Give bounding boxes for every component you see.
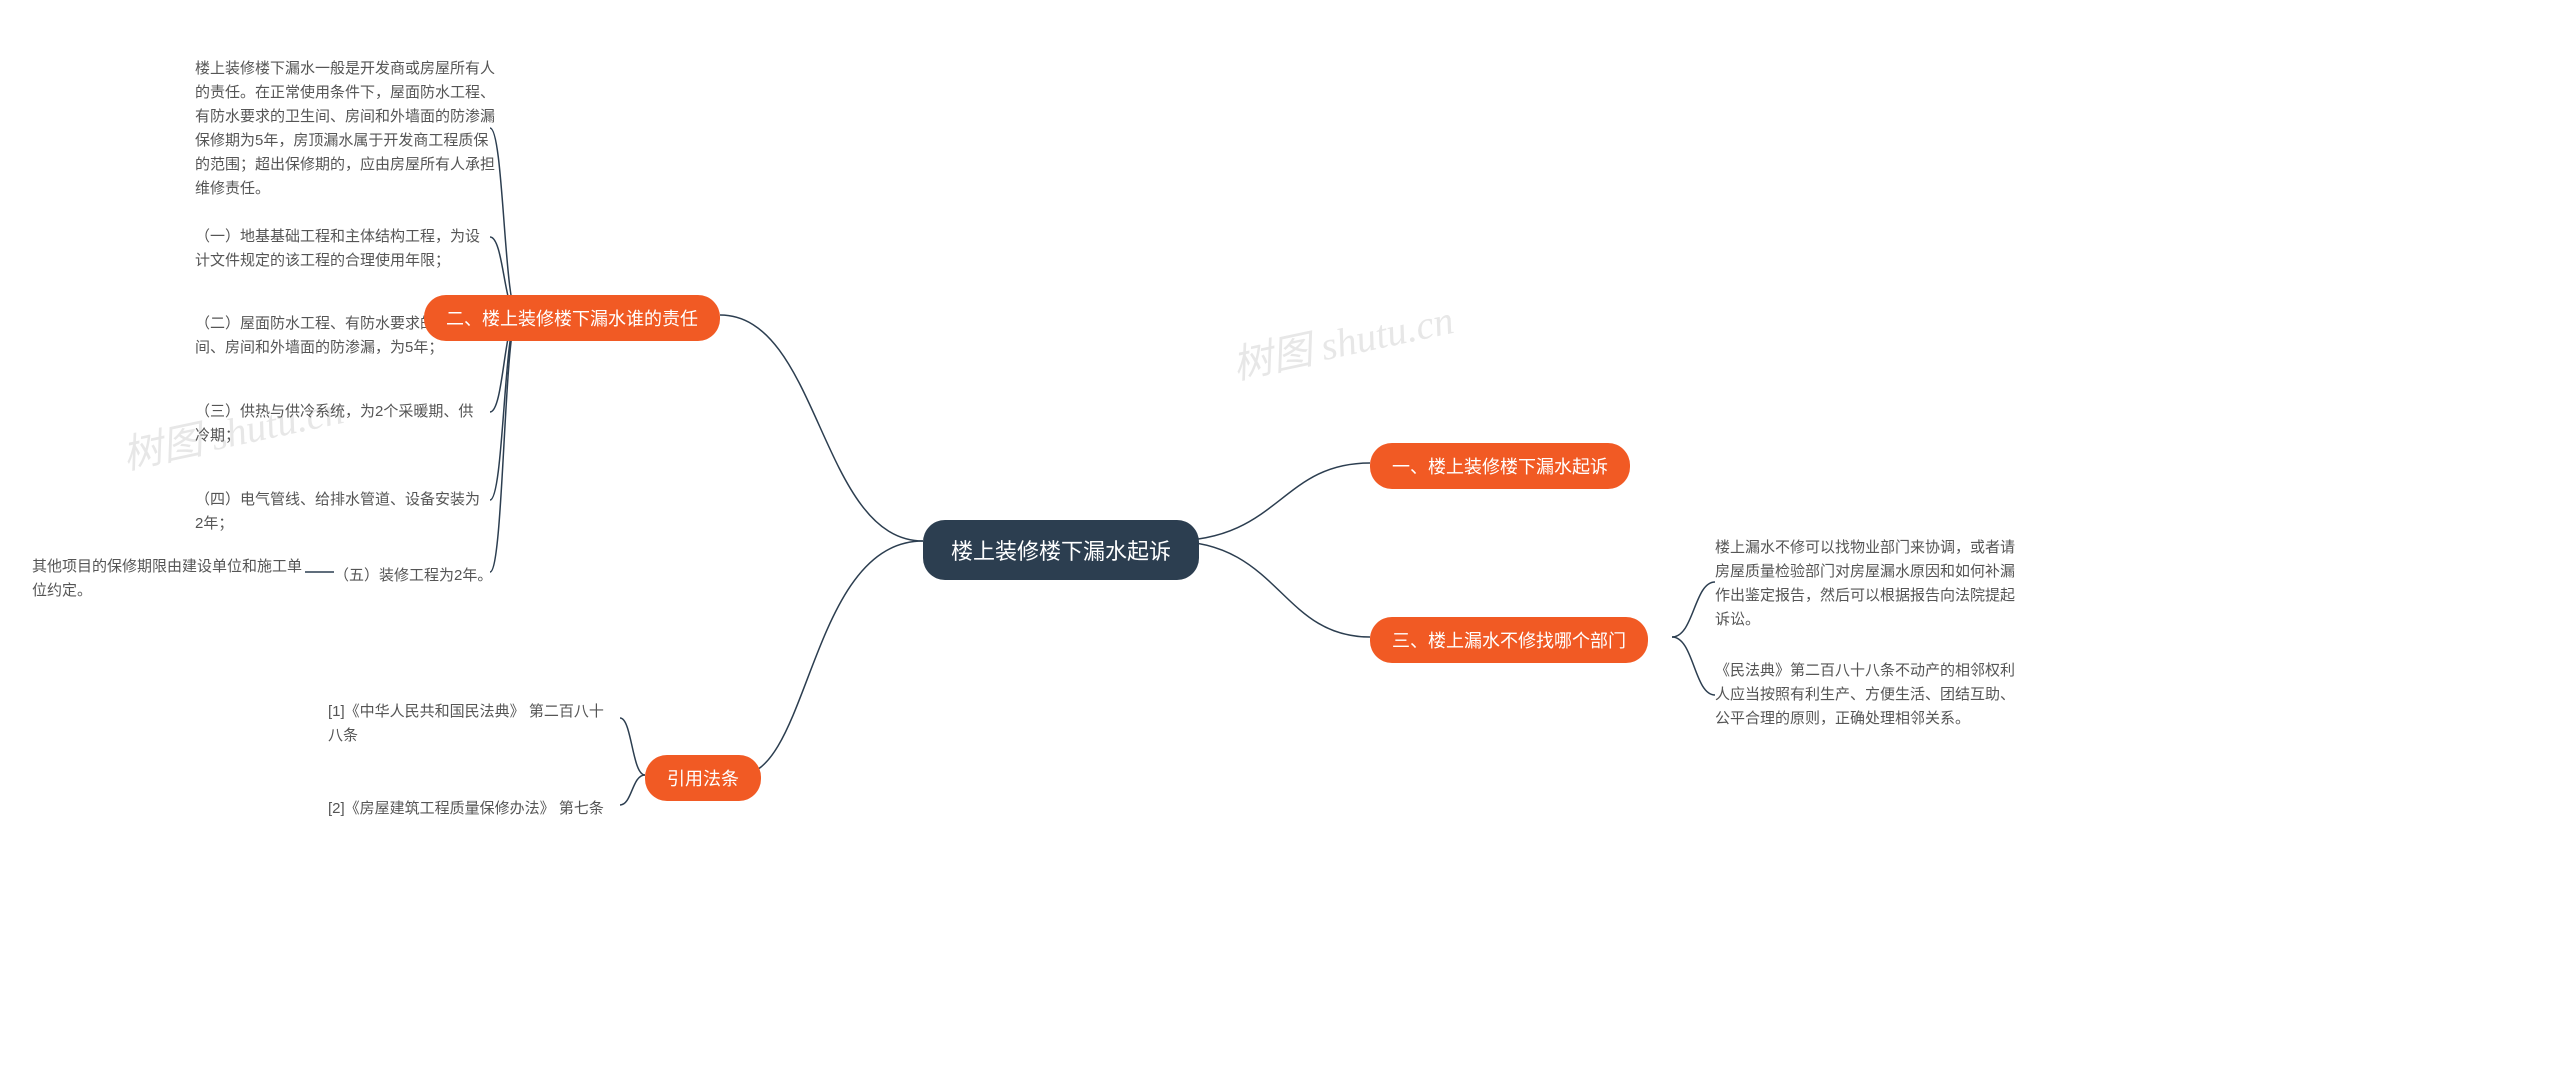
branch-refs-label: 引用法条 [667, 765, 739, 791]
watermark: 树图 shutu.cn [1226, 287, 1458, 390]
branch-one-label: 一、楼上装修楼下漏水起诉 [1392, 453, 1608, 479]
leaf-three-1: 楼上漏水不修可以找物业部门来协调，或者请房屋质量检验部门对房屋漏水原因和如何补漏… [1715, 536, 2015, 632]
leaf-refs-2: [2]《房屋建筑工程质量保修办法》 第七条 [328, 797, 618, 821]
leaf-refs-1: [1]《中华人民共和国民法典》 第二百八十八条 [328, 700, 618, 748]
branch-three-label: 三、楼上漏水不修找哪个部门 [1392, 627, 1626, 653]
leaf-two-4: （三）供热与供冷系统，为2个采暖期、供冷期； [195, 400, 485, 448]
leaf-two-2: （一）地基基础工程和主体结构工程，为设计文件规定的该工程的合理使用年限； [195, 225, 485, 273]
branch-two-label: 二、楼上装修楼下漏水谁的责任 [446, 309, 698, 329]
leaf-three-2: 《民法典》第二百八十八条不动产的相邻权利人应当按照有利生产、方便生活、团结互助、… [1715, 659, 2015, 731]
branch-three[interactable]: 三、楼上漏水不修找哪个部门 [1370, 617, 1648, 663]
leaf-two-1: 楼上装修楼下漏水一般是开发商或房屋所有人的责任。在正常使用条件下，屋面防水工程、… [195, 57, 495, 201]
root-node[interactable]: 楼上装修楼下漏水起诉 [923, 520, 1199, 580]
leaf-two-6b: 其他项目的保修期限由建设单位和施工单位约定。 [32, 555, 302, 603]
leaf-two-6: （五）装修工程为2年。 [334, 564, 534, 588]
leaf-two-5: （四）电气管线、给排水管道、设备安装为2年； [195, 488, 485, 536]
root-label: 楼上装修楼下漏水起诉 [951, 534, 1171, 566]
branch-one[interactable]: 一、楼上装修楼下漏水起诉 [1370, 443, 1630, 489]
branch-refs[interactable]: 引用法条 [645, 755, 761, 801]
branch-two[interactable]: 二、楼上装修楼下漏水谁的责任 [424, 295, 720, 341]
